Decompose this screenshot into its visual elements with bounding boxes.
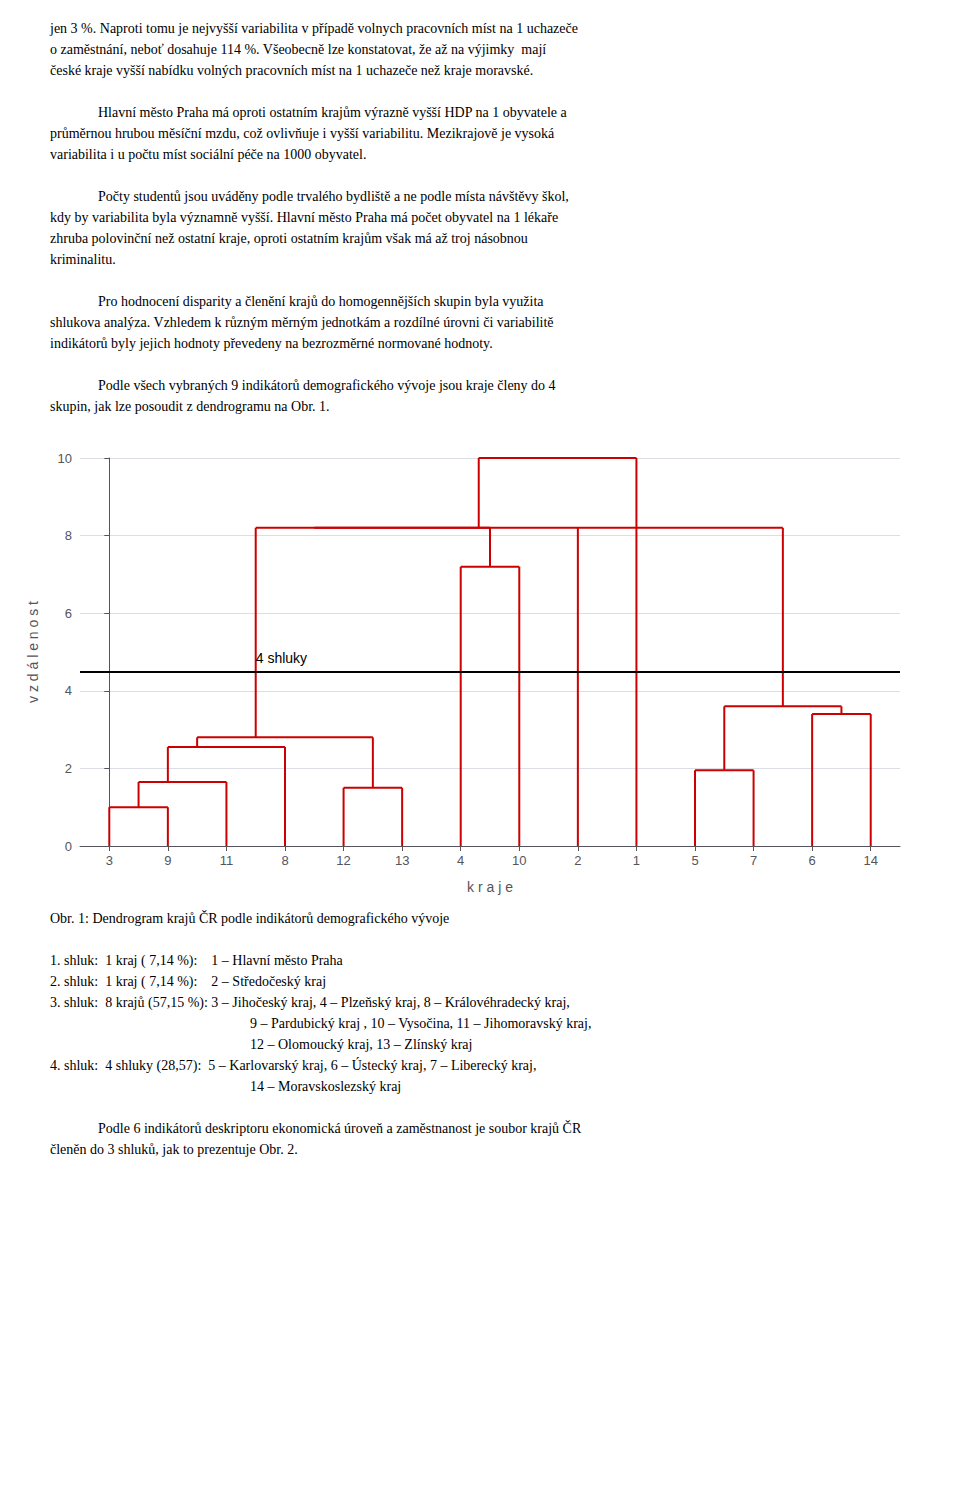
svg-text:12: 12 [336, 853, 350, 868]
html-text:indikátorů byly jejich hodnoty: indikátorů byly jejich hodnoty převedeny… [50, 336, 493, 351]
html-text:2. shluk: 1 kraj ( 7,14 %): 2: 2. shluk: 1 kraj ( 7,14 %): 2 – Středoče… [50, 974, 327, 989]
svg-text:10: 10 [512, 853, 526, 868]
svg-text:10: 10 [58, 451, 72, 466]
html-text:Obr. 1: Dendrogram krajů ČR po: Obr. 1: Dendrogram krajů ČR podle indiká… [50, 911, 450, 926]
svg-text:2: 2 [65, 761, 72, 776]
svg-text:2: 2 [574, 853, 581, 868]
svg-text:k r a j e: k r a j e [467, 879, 513, 895]
svg-text:6: 6 [809, 853, 816, 868]
svg-text:8: 8 [65, 528, 72, 543]
html-text:12 – Olomoucký kraj, 13 – Zlín: 12 – Olomoucký kraj, 13 – Zlínský kraj [250, 1037, 473, 1052]
svg-text:v z d á l e n o s t: v z d á l e n o s t [25, 601, 41, 703]
svg-text:9: 9 [164, 853, 171, 868]
svg-text:13: 13 [395, 853, 409, 868]
html-text:členěn do 3 shluků, jak to pre: členěn do 3 shluků, jak to prezentuje Ob… [50, 1142, 298, 1157]
html-text:Počty studentů jsou uváděny po: Počty studentů jsou uváděny podle trvalé… [98, 189, 569, 204]
html-text:3. shluk: 8 krajů (57,15 %): 3: 3. shluk: 8 krajů (57,15 %): 3 – Jihočes… [50, 995, 570, 1010]
html-text:Hlavní město Praha má oproti o: Hlavní město Praha má oproti ostatním kr… [98, 105, 567, 120]
html-text:o zaměstnání, neboť dosahuje 1: o zaměstnání, neboť dosahuje 114 %. Všeo… [50, 42, 547, 57]
html-text:14 – Moravskoslezský kraj: 14 – Moravskoslezský kraj [250, 1079, 402, 1094]
svg-text:3: 3 [106, 853, 113, 868]
html-text:Podle všech vybraných 9 indiká: Podle všech vybraných 9 indikátorů demog… [98, 378, 556, 393]
html-text:zhruba polovinční než ostatní: zhruba polovinční než ostatní kraje, opr… [50, 231, 528, 246]
svg-text:4 shluky: 4 shluky [256, 650, 307, 666]
svg-text:4: 4 [65, 683, 72, 698]
html-text:4. shluk: 4 shluky (28,57): 5: 4. shluk: 4 shluky (28,57): 5 – Karlovar… [50, 1058, 537, 1073]
html-text:Pro hodnocení disparity a člen: Pro hodnocení disparity a členění krajů … [98, 294, 544, 309]
svg-text:0: 0 [65, 839, 72, 854]
svg-text:14: 14 [863, 853, 877, 868]
html-text:české kraje vyšší nabídku voln: české kraje vyšší nabídku volných pracov… [50, 63, 534, 78]
html-text:Podle 6 indikátorů deskriptoru: Podle 6 indikátorů deskriptoru ekonomick… [98, 1121, 582, 1136]
html-text:skupin, jak lze posoudit z den: skupin, jak lze posoudit z dendrogramu n… [50, 399, 330, 414]
svg-text:6: 6 [65, 606, 72, 621]
html-text:1. shluk: 1 kraj ( 7,14 %): 1: 1. shluk: 1 kraj ( 7,14 %): 1 – Hlavní m… [50, 953, 343, 968]
html-text:9 – Pardubický kraj , 10 – Vys: 9 – Pardubický kraj , 10 – Vysočina, 11 … [250, 1016, 592, 1031]
svg-text:5: 5 [691, 853, 698, 868]
html-text:kriminalitu.: kriminalitu. [50, 252, 116, 267]
html-text:kdy by variabilita byla význam: kdy by variabilita byla významně vyšší. … [50, 210, 559, 225]
html-text:shlukova analýza. Vzhledem k r: shlukova analýza. Vzhledem k různým měrn… [50, 315, 554, 330]
html-text:jen 3 %. Naproti tomu je nejvy: jen 3 %. Naproti tomu je nejvyšší variab… [50, 21, 578, 36]
svg-text:4: 4 [457, 853, 464, 868]
svg-text:1: 1 [633, 853, 640, 868]
svg-text:11: 11 [220, 853, 234, 868]
html-text:průměrnou hrubou měsíční mzdu,: průměrnou hrubou měsíční mzdu, což ovliv… [50, 126, 555, 141]
svg-text:8: 8 [281, 853, 288, 868]
svg-text:7: 7 [750, 853, 757, 868]
html-text:variabilita i u počtu míst soc: variabilita i u počtu míst sociální péče… [50, 147, 367, 162]
